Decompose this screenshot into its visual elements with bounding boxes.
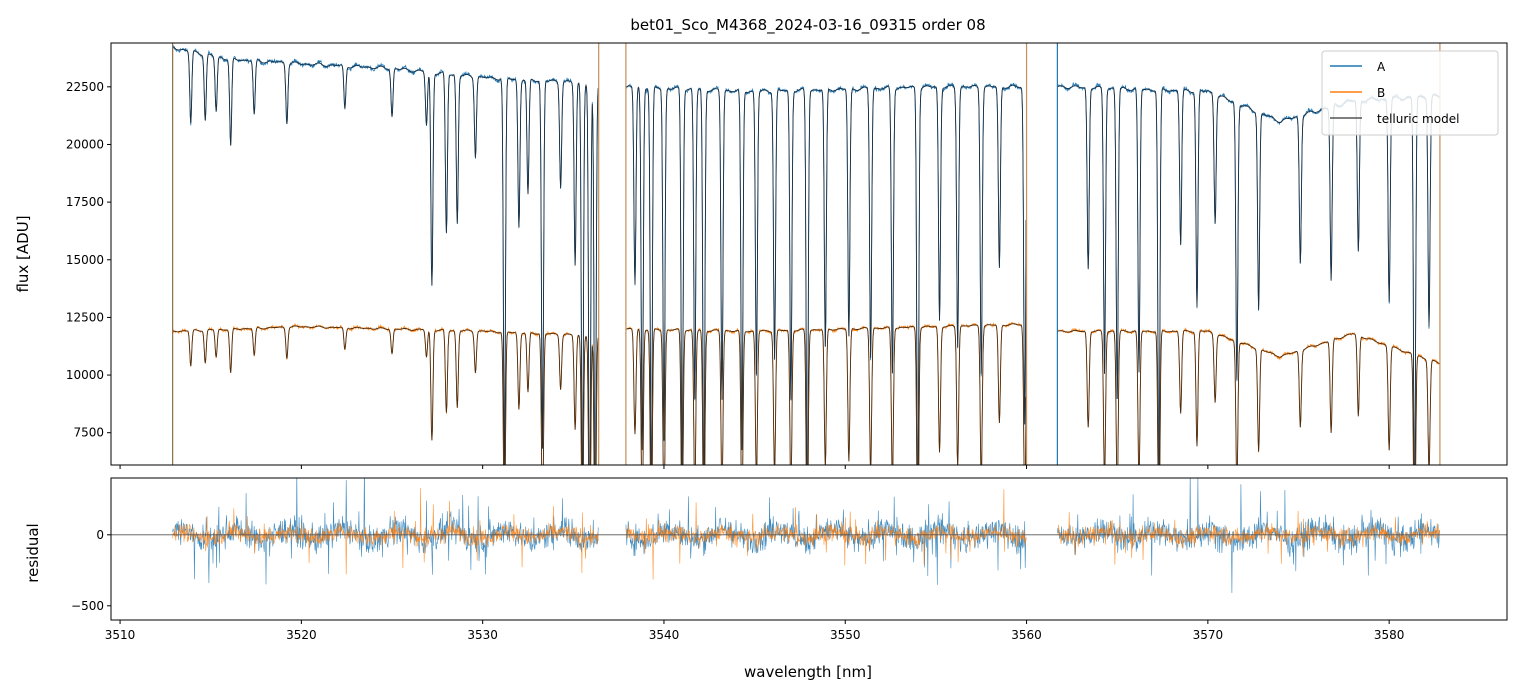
residual-panel-frame: [110, 477, 1508, 621]
flux-x-ticks: [119, 465, 1390, 469]
residual-x-tick-label: 3520: [286, 628, 317, 642]
flux-y-tick-label: 12500: [66, 310, 104, 324]
chart-title: bet01_Sco_M4368_2024-03-16_09315 order 0…: [630, 16, 985, 35]
telluric-model-B-line: [172, 323, 1440, 465]
residual-A-line: [172, 478, 1440, 594]
flux-y-tick-label: 17500: [66, 195, 104, 209]
residual-x-tick-label: 3570: [1193, 628, 1224, 642]
residual-x-tick-label: 3560: [1011, 628, 1042, 642]
flux-panel-frame: [110, 42, 1508, 466]
residual-panel: [111, 478, 1507, 594]
flux-y-tick-label: 15000: [66, 253, 104, 267]
legend-box: [1321, 50, 1499, 136]
residual-axis-label: residual: [24, 523, 42, 582]
telluric-model-A-line: [172, 46, 1440, 465]
residual-x-tick-label: 3510: [105, 628, 136, 642]
legend-label-0: A: [1377, 60, 1386, 74]
flux-y-tick-label: 7500: [73, 426, 104, 440]
residual-x-tick-label: 3540: [649, 628, 680, 642]
flux-y-tick-label: 22500: [66, 80, 104, 94]
legend-label-1: B: [1377, 86, 1385, 100]
flux-axis-label: flux [ADU]: [14, 215, 32, 292]
wavelength-axis-label: wavelength [nm]: [744, 663, 872, 681]
residual-y-ticks: −500 0: [71, 528, 111, 613]
residual-y-tick-label: −500: [71, 599, 104, 613]
flux-y-tick-label: 10000: [66, 368, 104, 382]
flux-y-tick-label: 20000: [66, 137, 104, 151]
residual-x-tick-label: 3580: [1374, 628, 1405, 642]
legend-label-2: telluric model: [1377, 112, 1459, 126]
flux-y-ticks: 7500 10000 12500 15000 17500 20000 22500: [66, 80, 111, 440]
flux-panel: [172, 43, 1441, 465]
residual-x-tick-label: 3550: [830, 628, 861, 642]
residual-x-tick-label: 3530: [467, 628, 498, 642]
residual-x-ticks: 3510 3520 3530 3540 3550 3560 3570 3580: [105, 620, 1405, 642]
residual-y-tick-label: 0: [96, 528, 104, 542]
